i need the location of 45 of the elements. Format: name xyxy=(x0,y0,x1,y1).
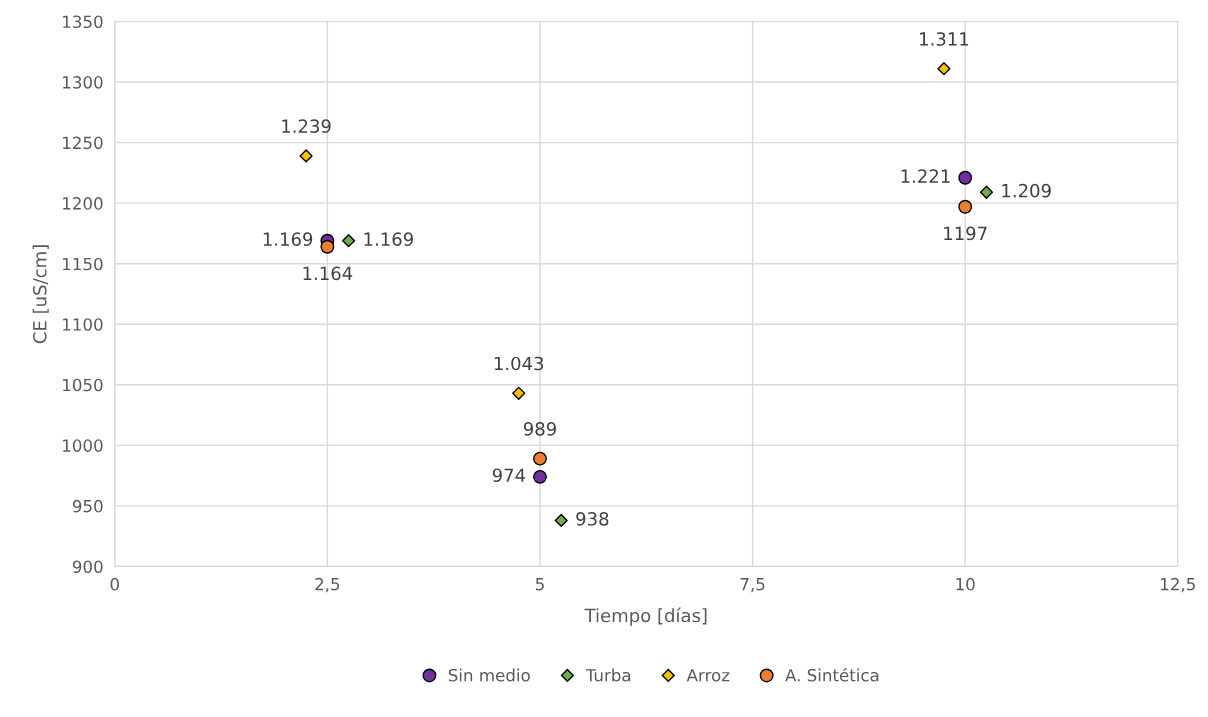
y-tick-label: 1050 xyxy=(63,378,103,392)
legend-label: Sin medio xyxy=(448,668,530,682)
x-tick-label: 10 xyxy=(956,577,975,591)
point xyxy=(342,234,356,248)
y-tick-label: 1300 xyxy=(63,76,103,89)
point xyxy=(958,170,973,185)
y-tick-label: 1100 xyxy=(63,318,103,331)
x-tick-label: 5 xyxy=(535,578,544,591)
point xyxy=(937,62,951,76)
point xyxy=(533,469,547,484)
point xyxy=(554,513,568,528)
y-tick-label: 1000 xyxy=(63,439,103,452)
data-label: 1.311 xyxy=(920,32,969,46)
data-label: 1.169 xyxy=(263,232,313,246)
data-label: 1.169 xyxy=(364,232,413,246)
data-label: 1197 xyxy=(944,226,987,241)
point xyxy=(958,199,973,214)
data-label: 938 xyxy=(576,512,609,526)
x-tick-label: 7,5 xyxy=(740,578,765,593)
y-axis-title: CE [uS/cm] xyxy=(32,245,49,344)
point xyxy=(512,386,526,400)
data-label: 974 xyxy=(492,468,526,483)
point xyxy=(299,149,313,163)
data-label: 1.043 xyxy=(494,356,544,371)
legend-label: Turba xyxy=(585,668,631,682)
y-tick-label: 1250 xyxy=(63,136,103,150)
x-axis-title: Tiempo [días] xyxy=(584,607,707,626)
x-tick-label: 12,5 xyxy=(1161,577,1195,593)
data-label: 1.209 xyxy=(1002,183,1051,198)
y-tick-label: 1200 xyxy=(63,197,103,210)
data-label: 1.221 xyxy=(901,169,950,183)
y-tick-label: 1150 xyxy=(63,257,103,271)
point xyxy=(320,239,335,254)
y-tick-label: 950 xyxy=(72,499,103,513)
data-label: 989 xyxy=(523,422,556,436)
legend-label: A. Sintética xyxy=(785,667,879,682)
x-tick-label: 2,5 xyxy=(315,577,340,593)
x-tick-label: 0 xyxy=(110,577,119,591)
point xyxy=(533,451,547,466)
legend-label: Arroz xyxy=(686,669,730,682)
y-tick-label: 1350 xyxy=(63,15,103,29)
y-tick-label: 900 xyxy=(72,560,103,573)
point xyxy=(979,185,994,199)
data-label: 1.239 xyxy=(282,119,331,133)
data-label: 1.164 xyxy=(303,266,353,281)
